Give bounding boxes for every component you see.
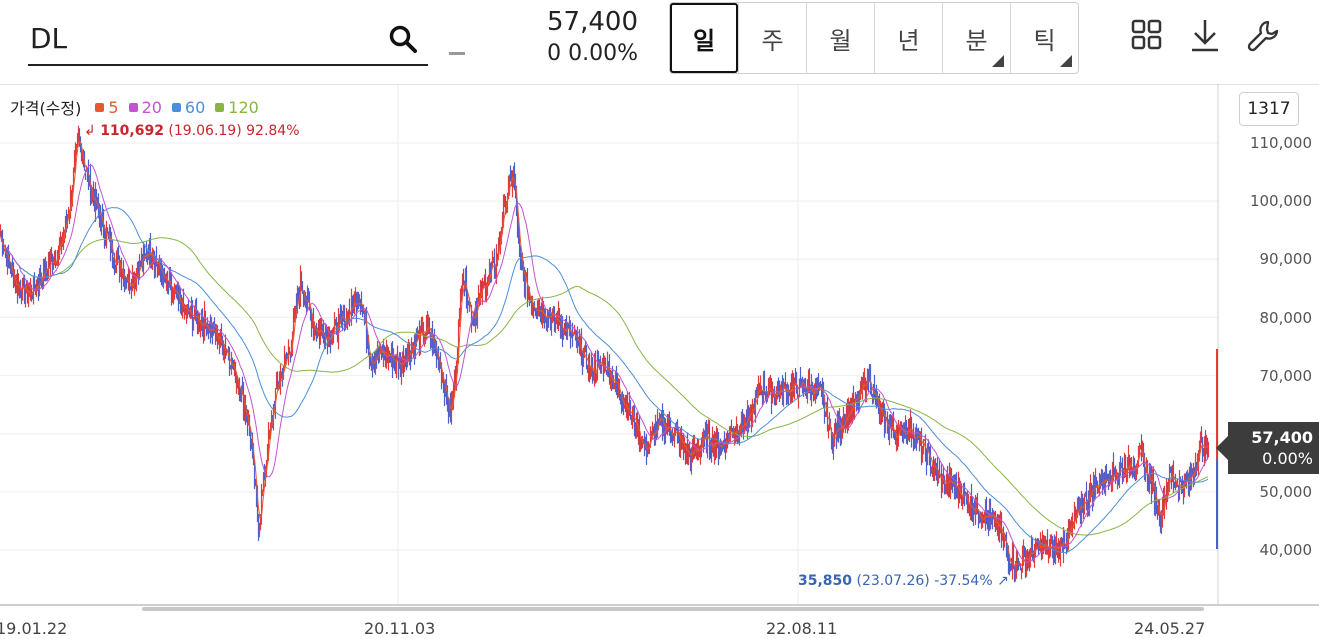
wrench-icon[interactable] bbox=[1246, 18, 1282, 54]
search-icon[interactable] bbox=[388, 24, 418, 54]
max-price-marker: ↲ 110,692 (19.06.19) 92.84% bbox=[84, 123, 300, 139]
y-tick-label: 110,000 bbox=[1249, 134, 1312, 152]
ma20-line bbox=[0, 164, 1209, 564]
price-change: 0 0.00% bbox=[547, 41, 638, 66]
legend-swatch bbox=[215, 102, 225, 112]
current-price-tag-change: 0.00% bbox=[1262, 449, 1313, 468]
period-tab-5[interactable]: 틱 bbox=[1010, 3, 1078, 73]
legend-item-label: 120 bbox=[228, 97, 259, 117]
x-tick-label: 20.11.03 bbox=[364, 619, 436, 638]
y-tick-label: 70,000 bbox=[1259, 367, 1313, 385]
ma120-line bbox=[0, 235, 1209, 536]
symbol-search-input[interactable] bbox=[28, 18, 370, 58]
period-tab-0[interactable]: 일 bbox=[670, 3, 738, 73]
period-tab-label: 월 bbox=[829, 26, 852, 55]
y-tick-label: 100,000 bbox=[1249, 192, 1312, 210]
candle-count-badge[interactable]: 1317 bbox=[1239, 92, 1299, 126]
top-toolbar: 57,400 0 0.00% 일 주 월 년 분 틱 bbox=[0, 0, 1319, 84]
y-tick-label: 80,000 bbox=[1259, 309, 1313, 327]
legend-item-ma5[interactable]: 5 bbox=[95, 97, 119, 117]
x-tick-label: 19.01.22 bbox=[0, 619, 68, 638]
period-tab-label: 틱 bbox=[1033, 26, 1056, 55]
ma60-line bbox=[0, 207, 1209, 554]
x-tick-label: 22.08.11 bbox=[766, 619, 838, 638]
period-tab-label: 분 bbox=[965, 26, 988, 55]
max-price-detail: (19.06.19) 92.84% bbox=[168, 123, 300, 139]
legend-item-label: 60 bbox=[184, 97, 206, 117]
period-tab-3[interactable]: 년 bbox=[874, 3, 942, 73]
legend-item-label: 5 bbox=[108, 97, 119, 117]
grid-layout-icon[interactable] bbox=[1131, 18, 1163, 50]
legend-item-ma60[interactable]: 60 bbox=[171, 97, 206, 117]
period-tab-label: 일 bbox=[692, 26, 716, 55]
legend-item-label: 20 bbox=[141, 97, 162, 117]
x-tick-label: 24.05.27 bbox=[1134, 619, 1206, 638]
period-tab-label: 년 bbox=[897, 26, 920, 55]
legend-swatch bbox=[95, 102, 105, 112]
quote-box: 57,400 0 0.00% bbox=[500, 4, 638, 68]
current-price-tag: 57,400 0.00% bbox=[1216, 422, 1319, 474]
current-price-tag-pointer bbox=[1216, 436, 1228, 460]
y-tick-label: 40,000 bbox=[1259, 541, 1313, 559]
legend-item-ma120[interactable]: 120 bbox=[215, 98, 259, 117]
max-price-value: 110,692 bbox=[100, 123, 164, 139]
period-tab-label: 주 bbox=[761, 26, 784, 55]
symbol-search-box[interactable] bbox=[28, 18, 428, 66]
period-tab-4[interactable]: 분 bbox=[942, 3, 1010, 73]
min-price-marker: 35,850 (23.07.26) -37.54% ↗ bbox=[798, 573, 1009, 589]
legend-price-label: 가격(수정) bbox=[10, 99, 82, 118]
legend-swatch bbox=[171, 102, 181, 112]
ma5-line bbox=[0, 140, 1209, 567]
period-tab-2[interactable]: 월 bbox=[806, 3, 874, 73]
current-price: 57,400 bbox=[547, 7, 638, 37]
current-price-tag-value: 57,400 bbox=[1251, 428, 1313, 447]
period-tab-1[interactable]: 주 bbox=[738, 3, 806, 73]
min-arrow-icon: ↗ bbox=[997, 573, 1009, 589]
chart-legend: 가격(수정) 5 20 60 120 bbox=[10, 95, 269, 119]
y-tick-label: 50,000 bbox=[1259, 483, 1313, 501]
min-price-detail: (23.07.26) -37.54% bbox=[856, 573, 993, 589]
y-tick-label: 90,000 bbox=[1259, 250, 1313, 268]
chart-scrollbar[interactable] bbox=[142, 607, 1204, 611]
change-dash bbox=[449, 52, 465, 55]
chart-area[interactable] bbox=[0, 84, 1319, 639]
dropdown-corner-icon bbox=[992, 55, 1004, 67]
legend-swatch bbox=[128, 102, 138, 112]
legend-item-ma20[interactable]: 20 bbox=[128, 97, 162, 117]
download-icon[interactable] bbox=[1189, 18, 1221, 52]
min-price-value: 35,850 bbox=[798, 573, 853, 589]
dropdown-corner-icon bbox=[1060, 55, 1072, 67]
max-arrow-icon: ↲ bbox=[84, 123, 101, 139]
